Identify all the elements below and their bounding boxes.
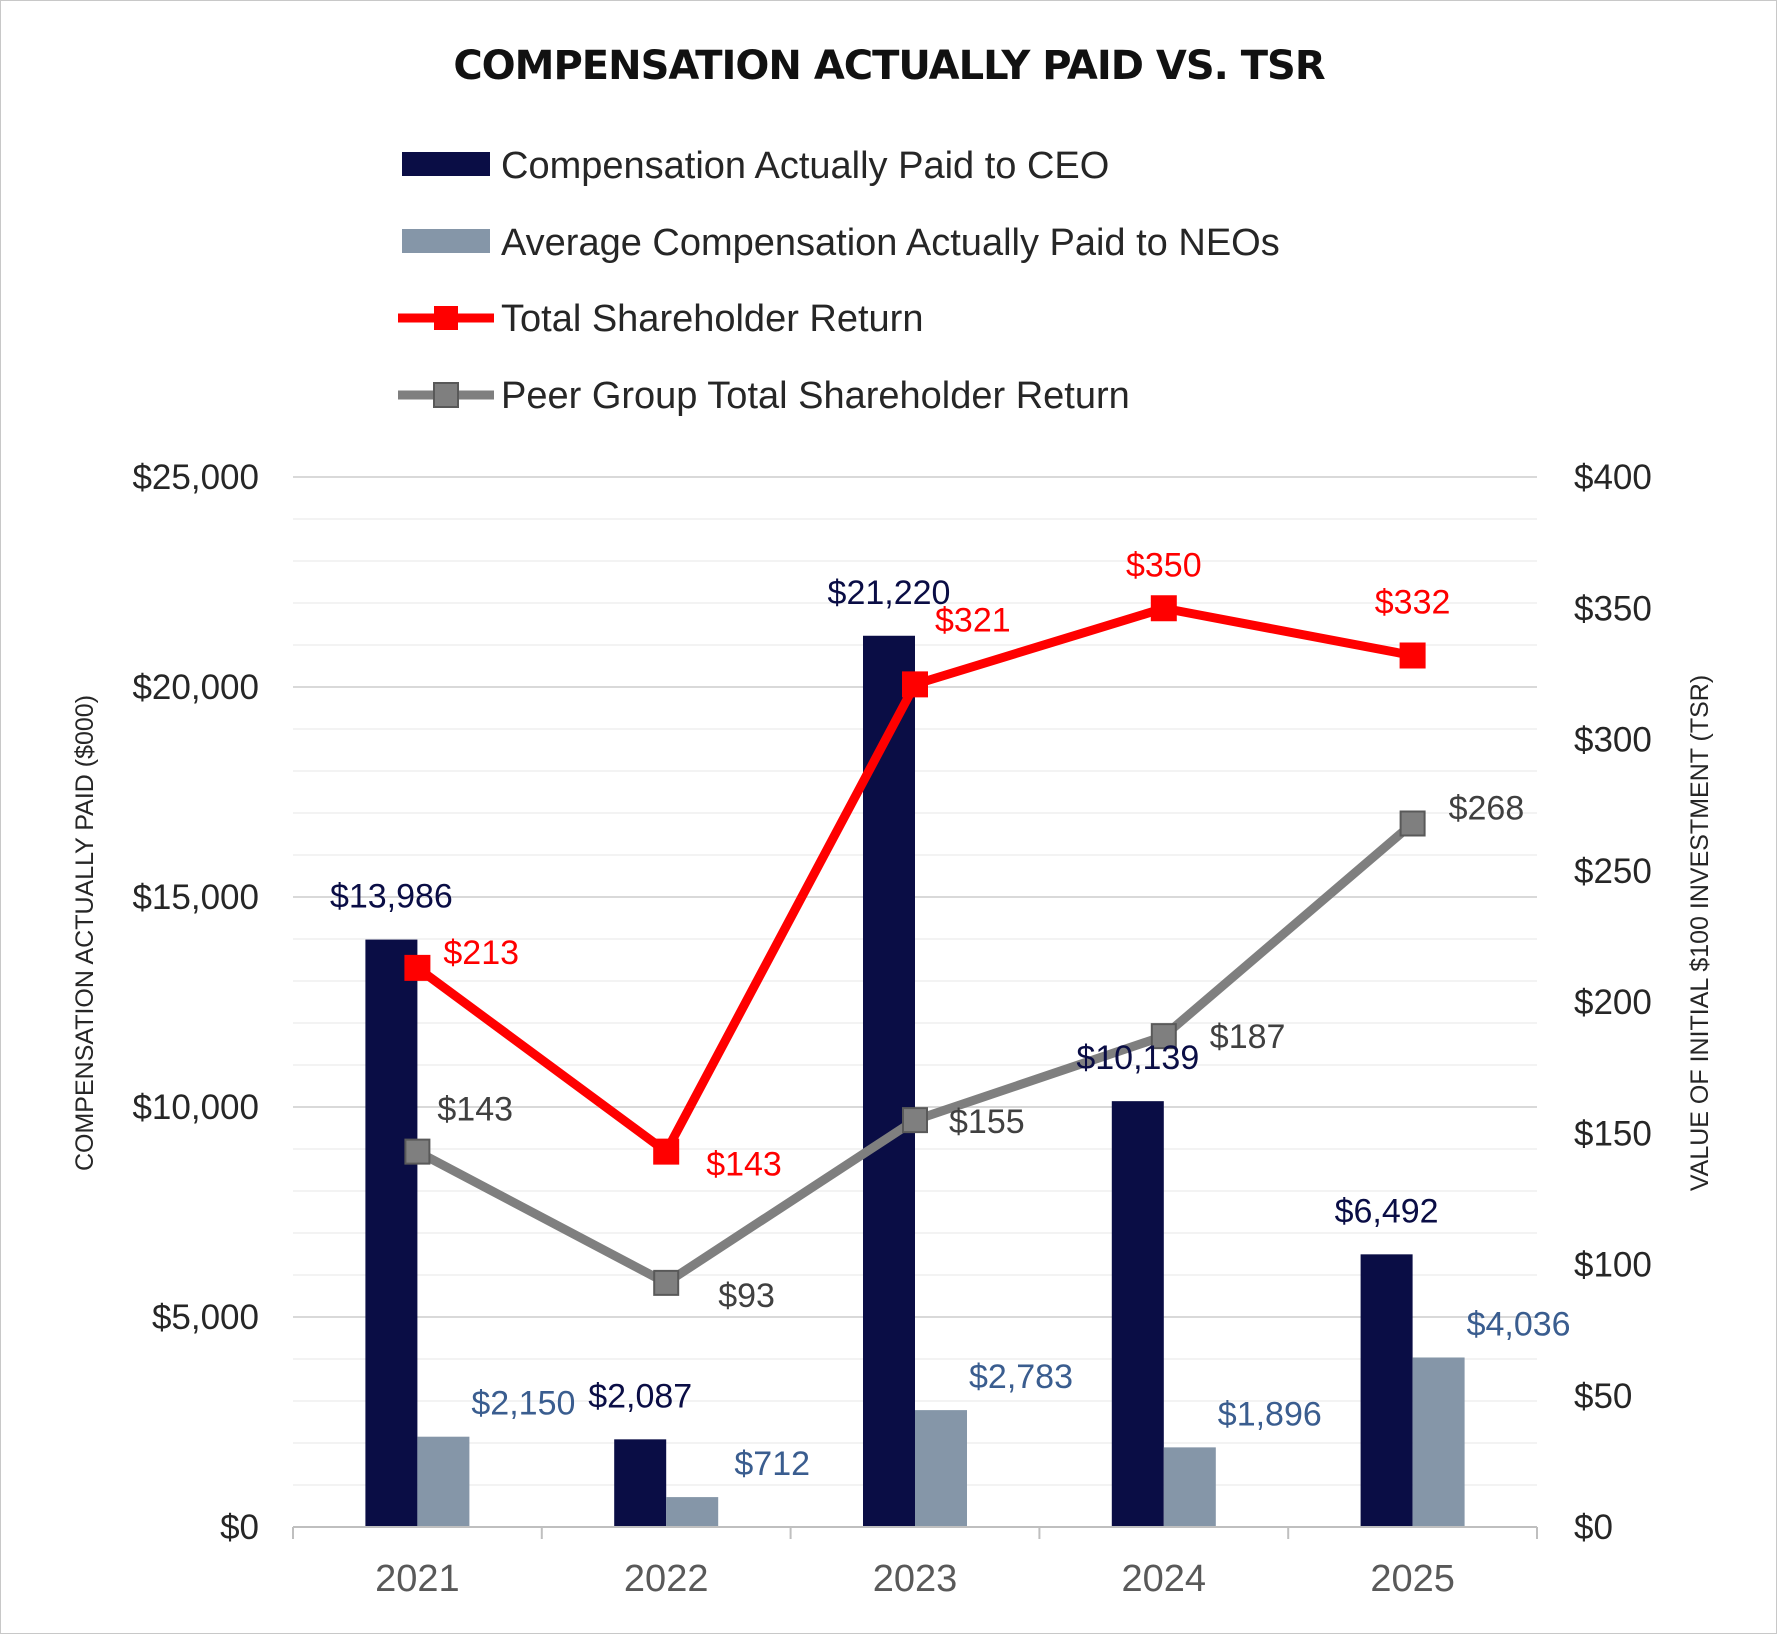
- y2-tick-label: $300: [1574, 721, 1652, 760]
- legend-item-tsr[interactable]: Total Shareholder Return: [398, 298, 923, 340]
- data-label-neo-2025: $4,036: [1467, 1305, 1571, 1343]
- y-tick-label: $15,000: [132, 878, 259, 917]
- y2-tick-label: $100: [1574, 1246, 1652, 1285]
- marker-tsr-2021[interactable]: [404, 954, 431, 981]
- legend-item-neo[interactable]: Average Compensation Actually Paid to NE…: [402, 222, 1280, 264]
- x-tick-label: 2024: [1122, 1558, 1207, 1600]
- legend-item-peer-tsr[interactable]: Peer Group Total Shareholder Return: [398, 375, 1130, 417]
- x-axis: 2021 2022 2023 2024 2025: [292, 1526, 1538, 1600]
- x-tick-label: 2021: [375, 1558, 460, 1600]
- y-tick-label: $5,000: [152, 1298, 259, 1337]
- y-axis-ticks: $0 $5,000 $10,000 $15,000 $20,000 $25,000: [132, 458, 259, 1547]
- data-labels: $13,986 $2,150 $2,087 $712 $21,220 $2,783 $10,…: [330, 546, 1571, 1483]
- bar-neo-2023[interactable]: [915, 1410, 967, 1527]
- x-tick-label: 2022: [624, 1558, 709, 1600]
- bar-ceo-2024[interactable]: [1111, 1101, 1164, 1527]
- bar-ceo-2021[interactable]: [365, 939, 418, 1527]
- bar-neo-2024[interactable]: [1163, 1447, 1216, 1527]
- legend-item-ceo[interactable]: Compensation Actually Paid to CEO: [402, 145, 1109, 187]
- legend-label-neo: Average Compensation Actually Paid to NE…: [501, 222, 1280, 264]
- data-label-tsr-2022: $143: [706, 1146, 782, 1184]
- y2-axis-ticks: $0 $50 $100 $150 $200 $250 $300 $350 $400: [1574, 458, 1652, 1547]
- data-label-tsr-2023: $321: [935, 601, 1011, 639]
- marker-tsr-2024[interactable]: [1150, 595, 1177, 622]
- legend-label-ceo: Compensation Actually Paid to CEO: [501, 145, 1109, 187]
- data-label-peer-tsr-2025: $268: [1449, 790, 1525, 828]
- y2-tick-label: $200: [1574, 983, 1652, 1022]
- marker-tsr-2025[interactable]: [1399, 642, 1426, 669]
- y2-tick-label: $350: [1574, 589, 1652, 628]
- data-label-ceo-2025: $6,492: [1335, 1192, 1439, 1230]
- legend-marker-tsr: [434, 306, 458, 330]
- y-tick-label: $0: [220, 1508, 259, 1547]
- data-label-neo-2023: $2,783: [969, 1358, 1073, 1396]
- marker-tsr-2022[interactable]: [653, 1138, 680, 1165]
- data-label-ceo-2024: $10,139: [1076, 1039, 1199, 1077]
- data-label-neo-2021: $2,150: [471, 1385, 575, 1423]
- marker-peer-tsr-2022[interactable]: [653, 1269, 680, 1296]
- y-tick-label: $25,000: [132, 458, 259, 497]
- bar-neo-2022[interactable]: [666, 1497, 719, 1527]
- bar-neo-2021[interactable]: [417, 1436, 470, 1527]
- bar-ceo-2022[interactable]: [614, 1439, 667, 1527]
- y2-tick-label: $150: [1574, 1114, 1652, 1153]
- bar-ceo-2023[interactable]: [863, 635, 915, 1527]
- marker-peer-tsr-2023[interactable]: [902, 1107, 928, 1134]
- legend-swatch-ceo: [402, 152, 490, 176]
- legend: Compensation Actually Paid to CEO Averag…: [398, 145, 1280, 417]
- data-label-ceo-2023: $21,220: [828, 574, 951, 612]
- data-label-peer-tsr-2023: $155: [949, 1103, 1025, 1141]
- data-label-ceo-2021: $13,986: [330, 878, 453, 916]
- series-lines: [404, 595, 1426, 1296]
- y2-tick-label: $400: [1574, 458, 1652, 497]
- bar-neo-2025[interactable]: [1412, 1357, 1465, 1527]
- bars: [365, 635, 1465, 1527]
- data-label-neo-2024: $1,896: [1218, 1395, 1322, 1433]
- data-label-neo-2022: $712: [734, 1445, 810, 1483]
- y2-axis-title: VALUE OF INITIAL $100 INVESTMENT (TSR): [1686, 675, 1714, 1191]
- data-label-peer-tsr-2022: $93: [718, 1277, 775, 1315]
- legend-label-peer-tsr: Peer Group Total Shareholder Return: [501, 375, 1130, 417]
- legend-marker-peer-tsr: [433, 382, 459, 408]
- y-tick-label: $20,000: [132, 668, 259, 707]
- data-label-tsr-2021: $213: [443, 934, 519, 972]
- data-label-tsr-2025: $332: [1375, 584, 1451, 622]
- data-label-ceo-2022: $2,087: [588, 1377, 692, 1415]
- marker-tsr-2023[interactable]: [902, 671, 928, 698]
- y-tick-label: $10,000: [132, 1088, 259, 1127]
- bar-ceo-2025[interactable]: [1360, 1254, 1413, 1527]
- data-label-tsr-2024: $350: [1126, 546, 1202, 584]
- y2-tick-label: $50: [1574, 1377, 1632, 1416]
- data-label-peer-tsr-2024: $187: [1210, 1018, 1286, 1056]
- legend-swatch-neo: [402, 229, 490, 253]
- y-axis-title: COMPENSATION ACTUALLY PAID ($000): [71, 695, 99, 1171]
- x-tick-label: 2023: [873, 1558, 958, 1600]
- chart-title: COMPENSATION ACTUALLY PAID VS. TSR: [453, 43, 1325, 89]
- marker-peer-tsr-2021[interactable]: [404, 1138, 431, 1165]
- data-label-peer-tsr-2021: $143: [437, 1091, 513, 1129]
- y2-tick-label: $250: [1574, 852, 1652, 891]
- x-tick-label: 2025: [1370, 1558, 1455, 1600]
- marker-peer-tsr-2025[interactable]: [1399, 810, 1426, 837]
- legend-label-tsr: Total Shareholder Return: [501, 298, 923, 340]
- marker-peer-tsr-2024[interactable]: [1150, 1023, 1177, 1050]
- y2-tick-label: $0: [1574, 1508, 1613, 1547]
